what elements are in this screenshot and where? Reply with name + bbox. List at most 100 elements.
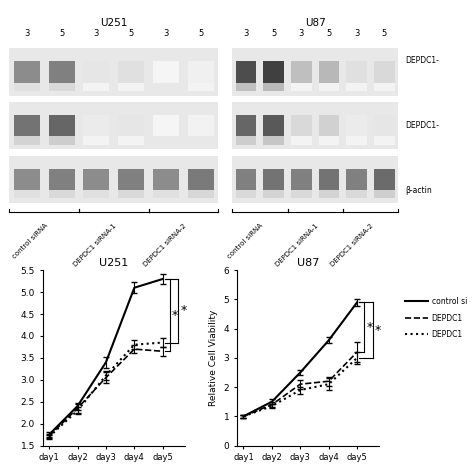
Bar <box>14 169 40 190</box>
Text: DEPDC1 siRNA-1: DEPDC1 siRNA-1 <box>274 222 319 267</box>
Text: 5: 5 <box>382 29 387 38</box>
Bar <box>118 82 144 91</box>
Bar <box>14 136 40 145</box>
Bar <box>188 115 214 136</box>
Bar <box>48 115 75 136</box>
Bar <box>346 136 367 145</box>
Text: 3: 3 <box>243 29 249 38</box>
Bar <box>83 190 109 198</box>
Bar <box>236 136 256 145</box>
Bar <box>291 169 312 190</box>
Bar <box>188 62 214 82</box>
Bar <box>319 82 339 91</box>
Bar <box>236 62 256 82</box>
Title: U251: U251 <box>99 258 128 268</box>
Text: 5: 5 <box>59 29 64 38</box>
Bar <box>153 190 179 198</box>
Text: DEPDC1 siRNA-2: DEPDC1 siRNA-2 <box>143 222 188 267</box>
Bar <box>153 169 179 190</box>
Text: *: * <box>181 304 187 317</box>
Bar <box>83 82 109 91</box>
Bar <box>374 190 395 198</box>
Title: U87: U87 <box>297 258 319 268</box>
Bar <box>48 169 75 190</box>
Bar <box>346 62 367 82</box>
Bar <box>83 136 109 145</box>
Text: DEPDC1-: DEPDC1- <box>405 121 439 130</box>
Bar <box>83 62 109 82</box>
Bar <box>118 169 144 190</box>
Text: DEPDC1 siRNA-2: DEPDC1 siRNA-2 <box>330 222 375 267</box>
Bar <box>264 62 284 82</box>
Bar <box>319 62 339 82</box>
Bar <box>346 115 367 136</box>
Bar <box>236 82 256 91</box>
Legend: control si, DEPDC1, DEPDC1: control si, DEPDC1, DEPDC1 <box>402 294 470 342</box>
Bar <box>319 169 339 190</box>
Text: 3: 3 <box>299 29 304 38</box>
Text: U251: U251 <box>100 18 128 27</box>
Bar <box>374 136 395 145</box>
Text: U87: U87 <box>305 18 326 27</box>
Bar <box>319 190 339 198</box>
Bar <box>118 190 144 198</box>
Bar <box>48 62 75 82</box>
Bar <box>264 82 284 91</box>
Text: control siRNA: control siRNA <box>227 222 264 260</box>
Bar <box>83 169 109 190</box>
Bar <box>291 62 312 82</box>
Bar <box>188 169 214 190</box>
Bar <box>14 82 40 91</box>
Text: 5: 5 <box>271 29 276 38</box>
Bar <box>48 82 75 91</box>
Bar <box>153 115 179 136</box>
Bar <box>14 115 40 136</box>
Y-axis label: Relative Cell Viability: Relative Cell Viability <box>209 310 218 406</box>
Text: 3: 3 <box>94 29 99 38</box>
Bar <box>118 62 144 82</box>
Text: 5: 5 <box>198 29 203 38</box>
Text: β-actin: β-actin <box>405 186 432 195</box>
Bar <box>346 82 367 91</box>
Bar <box>188 82 214 91</box>
Text: DEPDC1 siRNA-1: DEPDC1 siRNA-1 <box>73 222 118 267</box>
Bar <box>118 136 144 145</box>
Bar <box>264 190 284 198</box>
Bar <box>319 115 339 136</box>
Bar <box>118 115 144 136</box>
Bar <box>346 169 367 190</box>
Bar <box>374 62 395 82</box>
Text: *: * <box>366 321 373 334</box>
Bar <box>236 169 256 190</box>
Text: 3: 3 <box>163 29 169 38</box>
Bar <box>153 62 179 82</box>
Bar <box>319 136 339 145</box>
Bar <box>264 136 284 145</box>
Text: *: * <box>375 324 381 337</box>
Bar <box>83 115 109 136</box>
Bar <box>14 62 40 82</box>
Bar <box>232 155 398 203</box>
Bar <box>291 136 312 145</box>
Bar <box>9 102 218 149</box>
Bar <box>264 115 284 136</box>
Bar <box>9 155 218 203</box>
Text: *: * <box>172 309 178 322</box>
Bar <box>232 102 398 149</box>
Text: 3: 3 <box>354 29 359 38</box>
Bar <box>48 136 75 145</box>
Bar <box>374 115 395 136</box>
Text: control siRNA: control siRNA <box>11 222 48 260</box>
Bar <box>291 115 312 136</box>
Bar <box>236 115 256 136</box>
Text: 5: 5 <box>327 29 332 38</box>
Bar <box>232 48 398 96</box>
Bar <box>291 82 312 91</box>
Bar <box>188 190 214 198</box>
Bar <box>291 190 312 198</box>
Bar <box>9 48 218 96</box>
Text: 3: 3 <box>24 29 29 38</box>
Bar <box>264 169 284 190</box>
Text: DEPDC1-: DEPDC1- <box>405 56 439 65</box>
Bar <box>374 169 395 190</box>
